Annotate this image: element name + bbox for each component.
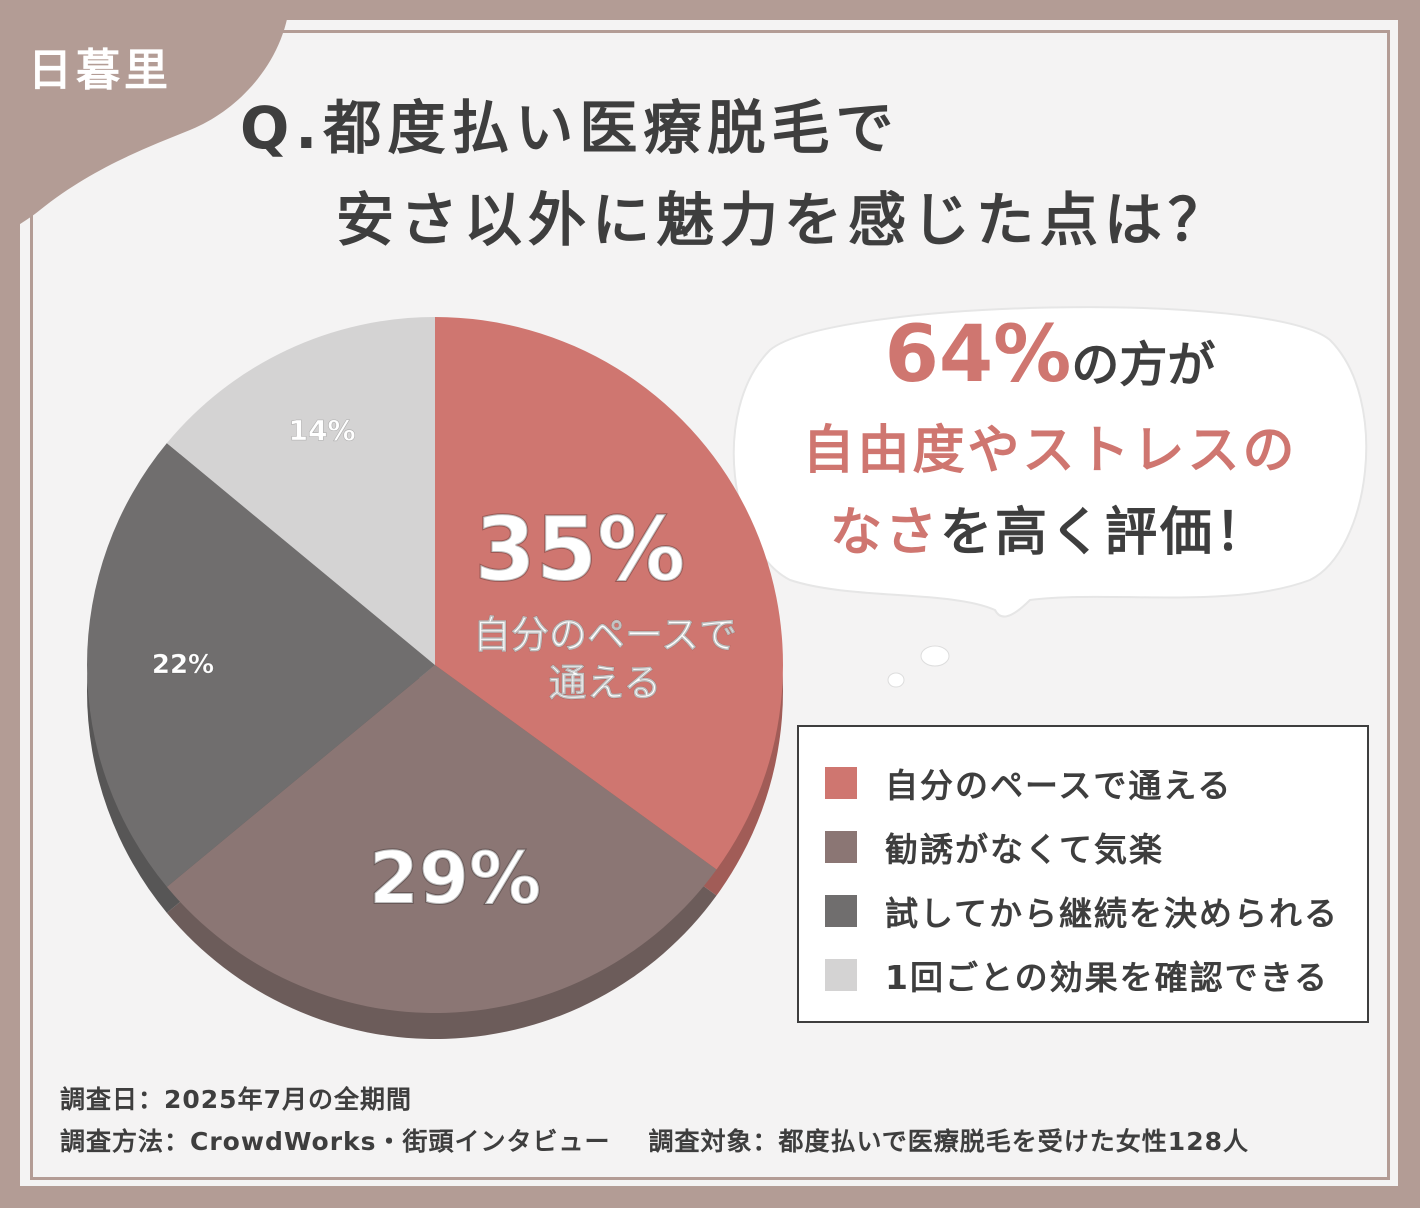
pie-label-3: 22% bbox=[152, 650, 214, 680]
survey-target: 調査対象：都度払いで医療脱毛を受けた女性128人 bbox=[648, 1127, 1249, 1156]
survey-date: 調査日：2025年7月の全期間 bbox=[60, 1085, 412, 1114]
legend-swatch-2 bbox=[825, 831, 857, 863]
pie-label-2: 29% bbox=[369, 836, 541, 920]
legend-label-1: 自分のペースで通える bbox=[885, 766, 1233, 805]
callout-line3: を高く評価！ bbox=[940, 503, 1271, 563]
title-line-1: Q.都度払い医療脱毛で bbox=[240, 94, 900, 162]
legend-item-1: 自分のペースで通える bbox=[825, 763, 1232, 805]
legend-item-2: 勧誘がなくて気楽 bbox=[825, 827, 1164, 869]
survey-method-row: 調査方法：CrowdWorks・街頭インタビュー 調査対象：都度払いで医療脱毛を受… bbox=[60, 1122, 1249, 1158]
chart-legend: 自分のペースで通える 勧誘がなくて気楽 試してから継続を決められる 1回ごとの効… bbox=[797, 725, 1369, 1023]
pie-label-4: 14% bbox=[288, 414, 355, 447]
inner-border bbox=[30, 30, 1390, 1180]
legend-label-4: 1回ごとの効果を確認できる bbox=[885, 958, 1329, 997]
callout-line2: 自由度やストレスの bbox=[802, 421, 1298, 481]
pie-label-1-name-line1: 自分のペースで bbox=[473, 613, 737, 657]
pie-chart: 35% 自分のペースで通える 29% 22% 14% bbox=[86, 317, 783, 1039]
page-title: Q.都度払い医療脱毛で 安さ以外に魅力を感じた点は？ bbox=[240, 82, 1380, 266]
location-badge: 日暮里 bbox=[28, 45, 172, 96]
pie-label-1: 35% bbox=[475, 498, 686, 601]
legend-label-2: 勧誘がなくて気楽 bbox=[885, 830, 1165, 869]
callout-percent: 64% bbox=[884, 310, 1072, 400]
pie-slice-4 bbox=[166, 317, 435, 665]
title-line-2: 安さ以外に魅力を感じた点は？ bbox=[336, 186, 1233, 254]
legend-item-4: 1回ごとの効果を確認できる bbox=[825, 955, 1329, 997]
pie-slice-2 bbox=[166, 665, 717, 1013]
pie-slice-1 bbox=[435, 317, 783, 870]
legend-item-3: 試してから継続を決められる bbox=[825, 891, 1339, 933]
legend-swatch-4 bbox=[825, 959, 857, 991]
corner-badge-shape bbox=[0, 0, 290, 236]
callout-text: 64%の方が 自由度やストレスの なさを高く評価！ bbox=[730, 310, 1370, 574]
pie-label-1-name-line2: 通える bbox=[549, 661, 662, 705]
callout-line3-highlight: なさ bbox=[829, 503, 940, 563]
callout-line1: の方が bbox=[1071, 337, 1216, 393]
legend-swatch-1 bbox=[825, 767, 857, 799]
speech-bubble bbox=[732, 306, 1368, 688]
legend-label-3: 試してから継続を決められる bbox=[885, 894, 1340, 933]
legend-swatch-3 bbox=[825, 895, 857, 927]
pie-slice-3 bbox=[86, 443, 435, 887]
survey-method: 調査方法：CrowdWorks・街頭インタビュー bbox=[60, 1127, 611, 1156]
